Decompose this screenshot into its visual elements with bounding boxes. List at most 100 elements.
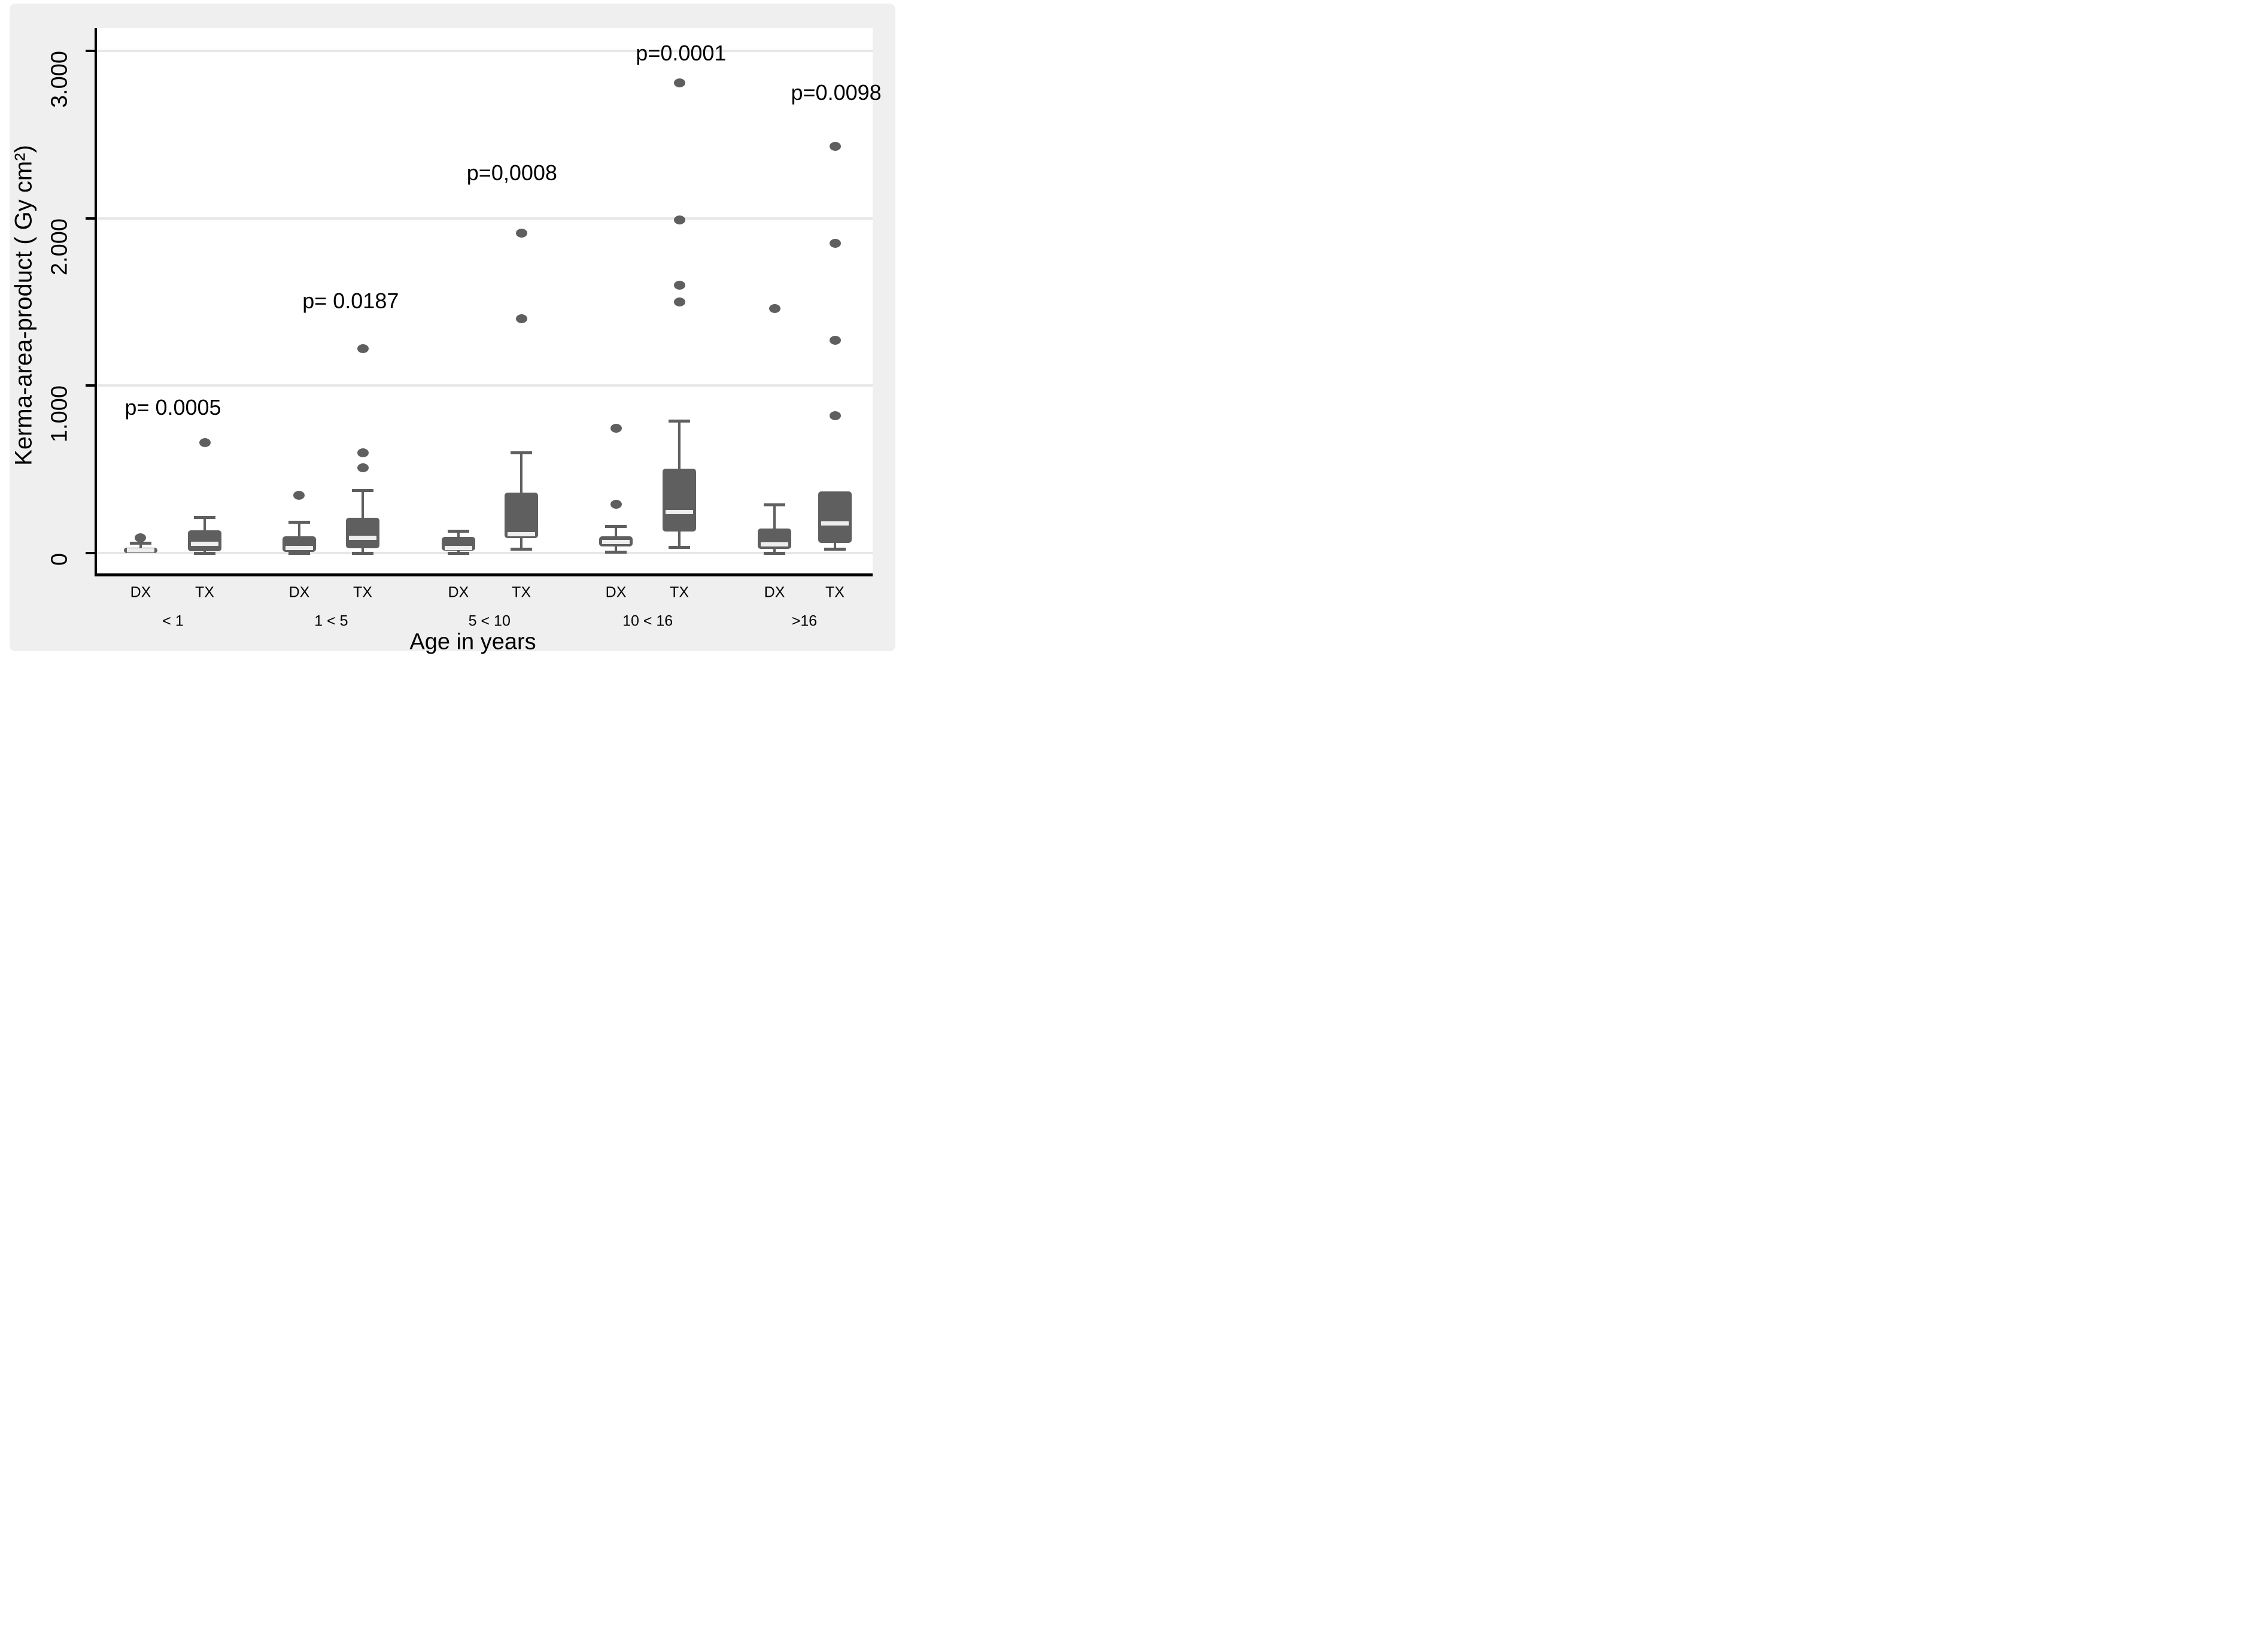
boxplot-5<10-TX-upper-cap: [511, 451, 533, 455]
y-axis-line: [95, 28, 97, 576]
boxplot->16-TX-outlier-3: [829, 142, 841, 151]
boxplot-10<16-TX-upper-cap: [669, 420, 691, 423]
x-tick-label->16-DX: DX: [764, 584, 785, 601]
y-tick-label-3.000: 3.000: [47, 51, 72, 108]
boxplot-10<16-TX-box: [663, 468, 697, 532]
boxplot-10<16-DX-upper-cap: [605, 525, 627, 529]
figure: p= 0.0005 p= 0.0187 p=0,0008 p=0.0001 p=0.00…: [0, 0, 904, 661]
y-tick-label-2.000: 2.000: [47, 218, 72, 275]
boxplot-<1-TX-outlier-0: [199, 438, 211, 447]
boxplot->16-DX-outlier-0: [768, 304, 780, 314]
y-tick-1.000: [86, 384, 95, 387]
age-group-label-<1: < 1: [162, 612, 184, 630]
y-tick-3.000: [86, 50, 95, 53]
x-tick-label-5<10-TX: TX: [512, 584, 531, 601]
boxplot-1<5-TX-median: [349, 535, 376, 540]
boxplot-10<16-TX-outlier-0: [673, 297, 685, 307]
boxplot-1<5-TX-outlier-2: [357, 344, 369, 354]
x-tick-label-1<5-TX: TX: [353, 584, 372, 601]
boxplot-5<10-TX-outlier-1: [515, 229, 527, 238]
boxplot-<1-TX-upper-cap: [194, 515, 215, 519]
p-value-annotation-2: p=0,0008: [466, 160, 557, 186]
plot-area: p= 0.0005 p= 0.0187 p=0,0008 p=0.0001 p=0.00…: [97, 28, 882, 573]
age-group-label-5<10: 5 < 10: [468, 612, 511, 630]
boxplot-1<5-TX-box: [346, 518, 379, 549]
boxplot-<1-DX-upper-cap: [129, 542, 151, 545]
age-group-label->16: >16: [791, 612, 818, 630]
boxplot-5<10-TX-lower-whisker: [520, 537, 523, 549]
x-tick-label-10<16-DX: DX: [605, 584, 627, 601]
boxplot-1<5-TX-upper-whisker: [362, 490, 364, 518]
p-value-annotation-3: p=0.0001: [636, 41, 727, 66]
x-tick-label-<1-TX: TX: [195, 584, 214, 601]
boxplot-5<10-DX-upper-whisker: [457, 530, 460, 537]
boxplot->16-TX-outlier-1: [829, 336, 841, 345]
boxplot-10<16-DX-upper-whisker: [615, 526, 618, 536]
boxplot-5<10-TX-median: [508, 532, 536, 537]
x-tick-label-10<16-TX: TX: [670, 584, 689, 601]
boxplot-10<16-TX-outlier-3: [673, 78, 685, 87]
age-group-label-1<5: 1 < 5: [314, 612, 348, 630]
boxplot-1<5-TX-outlier-0: [357, 463, 369, 472]
boxplot-5<10-DX-median: [444, 546, 472, 550]
boxplot-10<16-TX-median: [666, 510, 694, 515]
p-value-annotation-4: p=0.0098: [791, 80, 882, 105]
boxplot-1<5-DX-lower-cap: [288, 551, 310, 555]
y-axis-title: Kerma-area-product ( Gy cm²): [10, 145, 37, 466]
boxplot-10<16-TX-upper-whisker: [678, 421, 681, 469]
boxplot->16-TX-box: [818, 491, 852, 543]
y-tick-label-1.000: 1.000: [47, 385, 72, 443]
y-tick-2.000: [86, 217, 95, 220]
boxplot-10<16-DX-lower-cap: [605, 550, 627, 554]
x-tick-label-<1-DX: DX: [130, 584, 151, 601]
boxplot-10<16-DX-median: [602, 539, 630, 544]
boxplot->16-DX-lower-cap: [764, 551, 786, 555]
gridline-y0: [97, 551, 873, 554]
gridline-y1000: [97, 384, 873, 387]
boxplot-<1-TX-box: [188, 530, 221, 552]
boxplot->16-TX-outlier-0: [829, 411, 841, 421]
boxplot->16-TX-median: [821, 521, 849, 526]
boxplot-1<5-DX-outlier-0: [293, 490, 305, 500]
boxplot->16-DX-lower-whisker: [773, 548, 776, 553]
x-axis-line: [95, 573, 873, 576]
boxplot->16-TX-outlier-2: [829, 239, 841, 248]
boxplot-<1-TX-upper-whisker: [203, 517, 206, 530]
p-value-annotation-1: p= 0.0187: [302, 289, 399, 314]
boxplot-<1-DX-median: [126, 548, 154, 553]
boxplot-10<16-TX-lower-cap: [669, 546, 691, 549]
boxplot->16-TX-lower-whisker: [834, 542, 836, 549]
x-tick-label-5<10-DX: DX: [448, 584, 469, 601]
boxplot-<1-DX-outlier-0: [135, 533, 147, 543]
x-tick-label->16-TX: TX: [825, 584, 845, 601]
gridline-y2000: [97, 217, 873, 220]
boxplot-10<16-DX-lower-whisker: [615, 546, 618, 552]
boxplot-1<5-DX-upper-cap: [288, 521, 310, 524]
y-tick-0: [86, 551, 95, 554]
boxplot-10<16-DX-outlier-1: [610, 424, 622, 433]
boxplot-10<16-TX-outlier-2: [673, 215, 685, 225]
boxplot-10<16-TX-outlier-1: [673, 281, 685, 290]
boxplot-5<10-TX-outlier-0: [515, 314, 527, 324]
boxplot-5<10-DX-lower-cap: [447, 551, 469, 555]
boxplot->16-DX-median: [761, 542, 789, 546]
x-axis-title: Age in years: [409, 629, 536, 655]
p-value-annotation-0: p= 0.0005: [124, 394, 221, 420]
boxplot-1<5-TX-upper-cap: [352, 489, 373, 493]
boxplot-<1-TX-median: [191, 541, 218, 546]
boxplot->16-TX-lower-cap: [824, 547, 846, 551]
boxplot-1<5-TX-outlier-1: [357, 448, 369, 457]
boxplot-5<10-DX-upper-cap: [447, 529, 469, 533]
age-group-label-10<16: 10 < 16: [622, 612, 673, 630]
boxplot-10<16-DX-outlier-0: [610, 500, 622, 509]
boxplot->16-DX-upper-cap: [764, 503, 786, 507]
gridline-y3000: [97, 50, 873, 53]
boxplot-<1-TX-lower-cap: [194, 551, 215, 555]
boxplot-<1-DX-upper-whisker: [139, 543, 142, 548]
x-tick-label-1<5-DX: DX: [288, 584, 310, 601]
boxplot-5<10-TX-box: [505, 493, 539, 538]
boxplot-1<5-TX-lower-cap: [352, 551, 373, 555]
boxplot-5<10-DX-lower-whisker: [457, 550, 460, 553]
boxplot-10<16-TX-lower-whisker: [678, 531, 681, 548]
boxplot->16-DX-upper-whisker: [773, 505, 776, 529]
